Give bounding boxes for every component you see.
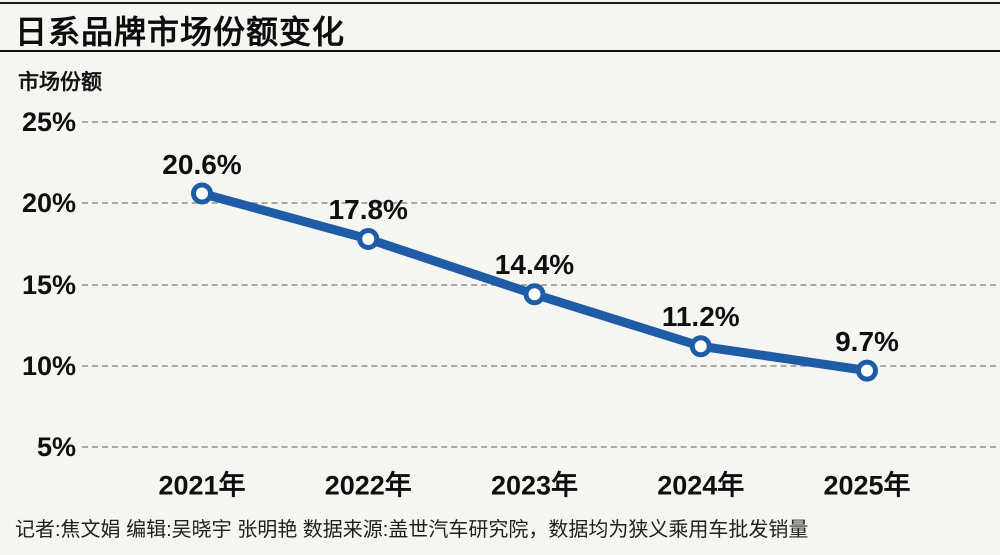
chart-title: 日系品牌市场份额变化 — [15, 14, 346, 50]
data-point-marker — [689, 335, 712, 358]
y-tick-label: 20% — [21, 188, 76, 219]
y-tick-label: 10% — [21, 350, 76, 381]
y-gridline — [82, 121, 996, 123]
data-point-marker — [191, 182, 213, 205]
y-tick-label: 25% — [21, 107, 76, 137]
data-point-label: 9.7% — [835, 325, 899, 357]
data-point-label: 20.6% — [162, 148, 242, 180]
data-point-label: 11.2% — [661, 301, 740, 333]
y-gridline — [82, 364, 996, 367]
x-tick-label: 2024年 — [657, 470, 745, 501]
y-gridline — [82, 446, 996, 448]
y-tick-label: 15% — [21, 269, 76, 300]
footer-credit: 记者:焦文娟 编辑:吴晓宇 张明艳 数据来源:盖世汽车研究院，数据均为狭义乘用车… — [15, 519, 809, 541]
y-gridline — [82, 202, 996, 205]
x-tick-label: 2021年 — [158, 470, 246, 501]
top-rule — [0, 2, 1000, 4]
trend-line — [197, 189, 872, 376]
data-point-label: 14.4% — [494, 249, 575, 281]
data-point-marker — [523, 283, 546, 306]
data-point-marker — [357, 228, 380, 250]
data-point-marker — [856, 359, 878, 382]
data-point-label: 17.8% — [328, 194, 408, 225]
y-tick-label: 5% — [36, 432, 76, 462]
title-divider — [0, 50, 1000, 52]
x-tick-label: 2025年 — [823, 470, 911, 501]
x-tick-label: 2022年 — [324, 470, 412, 501]
y-axis-title: 市场份额 — [18, 71, 102, 94]
x-tick-label: 2023年 — [490, 470, 579, 501]
